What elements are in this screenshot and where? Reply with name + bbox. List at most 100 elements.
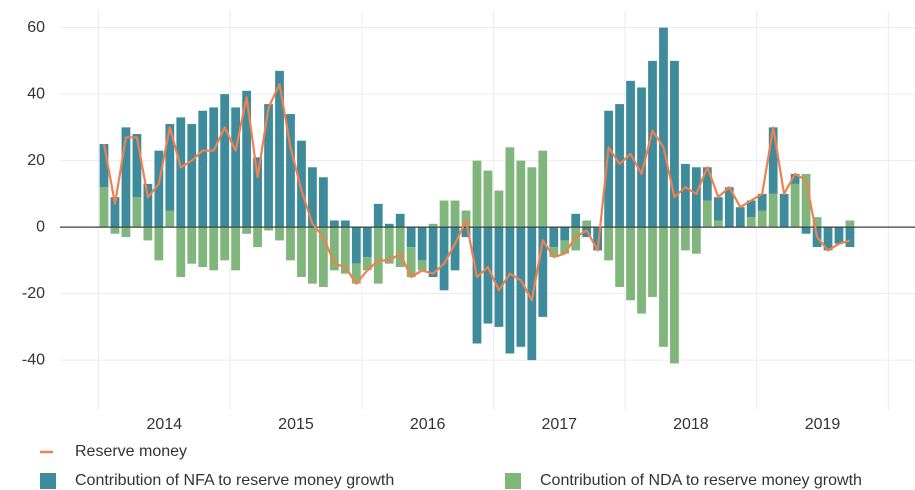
- bar: [450, 227, 460, 271]
- x-tick-label: 2015: [278, 416, 314, 433]
- y-tick-label: -40: [22, 351, 45, 368]
- line: [102, 83, 851, 302]
- bar: [417, 227, 427, 261]
- legend-swatch: [40, 473, 56, 489]
- x-tick-label: 2016: [410, 416, 446, 433]
- bar: [461, 227, 471, 238]
- bar: [845, 220, 855, 228]
- bar: [670, 60, 679, 228]
- bar: [637, 87, 646, 228]
- bar: [604, 227, 614, 261]
- bar: [308, 227, 317, 284]
- bar: [472, 160, 482, 228]
- bar: [724, 187, 734, 228]
- bar: [165, 210, 175, 228]
- bar: [681, 227, 690, 251]
- bar: [242, 90, 251, 228]
- bar: [253, 157, 262, 228]
- bar: [428, 227, 438, 277]
- y-tick-label: 20: [27, 152, 45, 169]
- bar: [527, 227, 537, 361]
- bar: [713, 197, 723, 221]
- bar: [231, 107, 241, 228]
- bar: [527, 167, 537, 228]
- bar: [121, 127, 131, 228]
- bar: [801, 173, 811, 228]
- bar: [439, 200, 449, 228]
- bar: [351, 227, 361, 264]
- legend-label: Reserve money: [75, 443, 187, 460]
- bar: [417, 260, 427, 271]
- bar: [198, 227, 208, 268]
- bar: [790, 173, 800, 184]
- bar: [253, 227, 262, 248]
- bar: [329, 220, 339, 228]
- bar: [220, 94, 230, 228]
- bar: [560, 227, 570, 241]
- bar: [779, 193, 789, 228]
- bar: [373, 203, 383, 228]
- bar: [329, 227, 339, 271]
- bar: [538, 227, 548, 317]
- bar: [319, 227, 328, 287]
- bar: [746, 200, 756, 218]
- bar: [472, 227, 482, 344]
- bar: [373, 227, 383, 284]
- bar: [582, 220, 592, 228]
- bar: [801, 227, 811, 234]
- bar: [461, 210, 471, 228]
- bar: [505, 227, 515, 354]
- bar: [143, 227, 153, 241]
- bar: [220, 227, 230, 261]
- bar: [406, 247, 416, 277]
- bar: [571, 213, 581, 228]
- bar: [604, 110, 614, 228]
- bar: [187, 124, 197, 228]
- bar: [428, 223, 438, 228]
- bar: [286, 114, 295, 228]
- bar: [242, 227, 251, 234]
- bar: [615, 227, 624, 287]
- bar: [297, 227, 306, 277]
- bar: [154, 227, 164, 261]
- bar: [198, 110, 208, 228]
- legend-swatch: [505, 473, 521, 489]
- bar: [659, 27, 668, 228]
- bar: [691, 227, 701, 254]
- bar: [648, 227, 657, 297]
- bar: [99, 187, 109, 228]
- bar: [637, 227, 646, 314]
- bar: [121, 227, 131, 238]
- bar: [439, 227, 449, 291]
- bar: [384, 227, 394, 264]
- bar: [615, 104, 624, 228]
- bar: [176, 227, 186, 277]
- bar: [286, 227, 295, 261]
- x-tick-label: 2017: [541, 416, 577, 433]
- x-tick-label: 2018: [673, 416, 709, 433]
- bar: [319, 177, 328, 228]
- bar: [746, 217, 756, 228]
- bar: [395, 227, 405, 268]
- bar: [110, 197, 120, 228]
- bar: [384, 223, 394, 228]
- bar: [691, 167, 701, 228]
- bar: [681, 163, 690, 228]
- bar: [757, 210, 767, 228]
- legend-label: Contribution of NDA to reserve money gro…: [540, 472, 862, 489]
- bar: [99, 144, 109, 188]
- bar: [165, 124, 175, 211]
- y-tick-label: 60: [27, 19, 45, 36]
- bar: [494, 227, 504, 327]
- bar: [483, 227, 493, 324]
- bar: [648, 60, 657, 228]
- bar: [340, 227, 350, 274]
- x-tick-label: 2014: [147, 416, 183, 433]
- bar: [132, 197, 142, 228]
- bar: [768, 193, 778, 228]
- bar: [702, 200, 712, 228]
- bar: [834, 227, 844, 244]
- bar: [823, 227, 833, 251]
- y-tick-label: 0: [36, 218, 45, 235]
